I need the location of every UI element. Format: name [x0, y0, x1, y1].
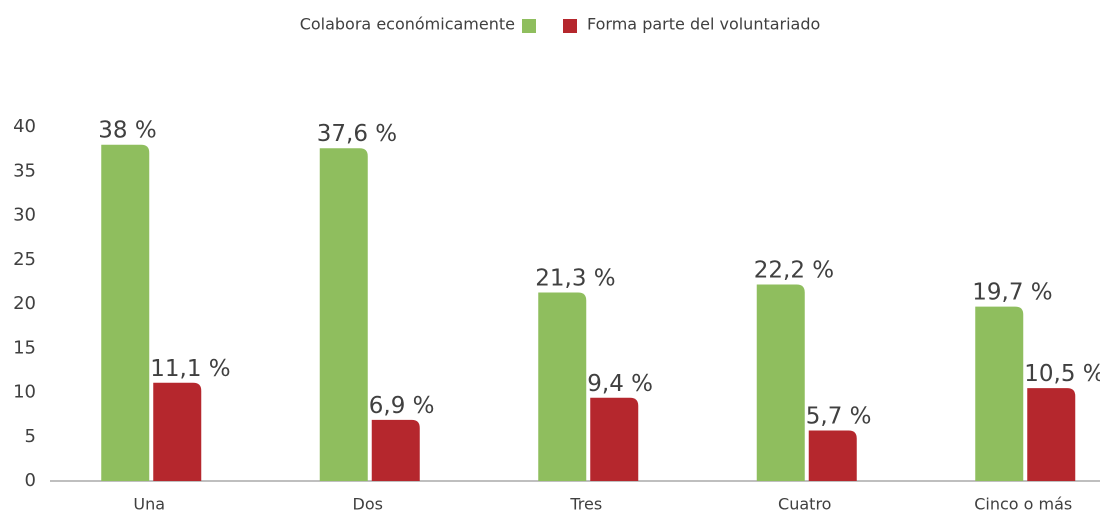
- bar: [975, 306, 1024, 481]
- value-label: 11,1 %: [150, 356, 230, 382]
- value-label: 6,9 %: [369, 393, 435, 419]
- legend-swatch: [522, 19, 536, 33]
- y-tick-label: 15: [13, 337, 36, 358]
- y-tick-label: 20: [13, 293, 36, 314]
- x-tick-label: Tres: [569, 495, 602, 514]
- value-label: 22,2 %: [754, 258, 834, 284]
- legend-label: Forma parte del voluntariado: [587, 15, 820, 34]
- bar: [590, 397, 639, 481]
- y-tick-label: 40: [13, 116, 36, 137]
- legend-swatch: [563, 19, 577, 33]
- bar: [1027, 388, 1076, 481]
- y-tick-label: 10: [13, 382, 36, 403]
- bar: [101, 144, 150, 481]
- bar: [153, 382, 202, 481]
- bar: [538, 292, 587, 481]
- value-label: 38 %: [98, 118, 156, 144]
- y-tick-label: 30: [13, 205, 36, 226]
- value-label: 9,4 %: [587, 371, 653, 397]
- legend-label: Colabora económicamente: [300, 15, 515, 34]
- y-tick-label: 35: [13, 160, 36, 181]
- bar: [371, 419, 420, 481]
- value-label: 5,7 %: [806, 404, 872, 430]
- value-label: 19,7 %: [972, 280, 1052, 306]
- bar: [319, 148, 368, 482]
- bar: [808, 430, 857, 481]
- bar: [756, 284, 805, 481]
- x-tick-label: Cuatro: [778, 495, 831, 514]
- value-label: 21,3 %: [535, 265, 615, 291]
- x-tick-label: Cinco o más: [974, 495, 1072, 514]
- y-tick-label: 5: [25, 426, 36, 447]
- y-tick-label: 25: [13, 249, 36, 270]
- value-label: 10,5 %: [1024, 361, 1100, 387]
- x-tick-label: Dos: [353, 495, 383, 514]
- y-tick-label: 0: [25, 470, 36, 491]
- value-label: 37,6 %: [317, 121, 397, 147]
- x-tick-label: Una: [133, 495, 165, 514]
